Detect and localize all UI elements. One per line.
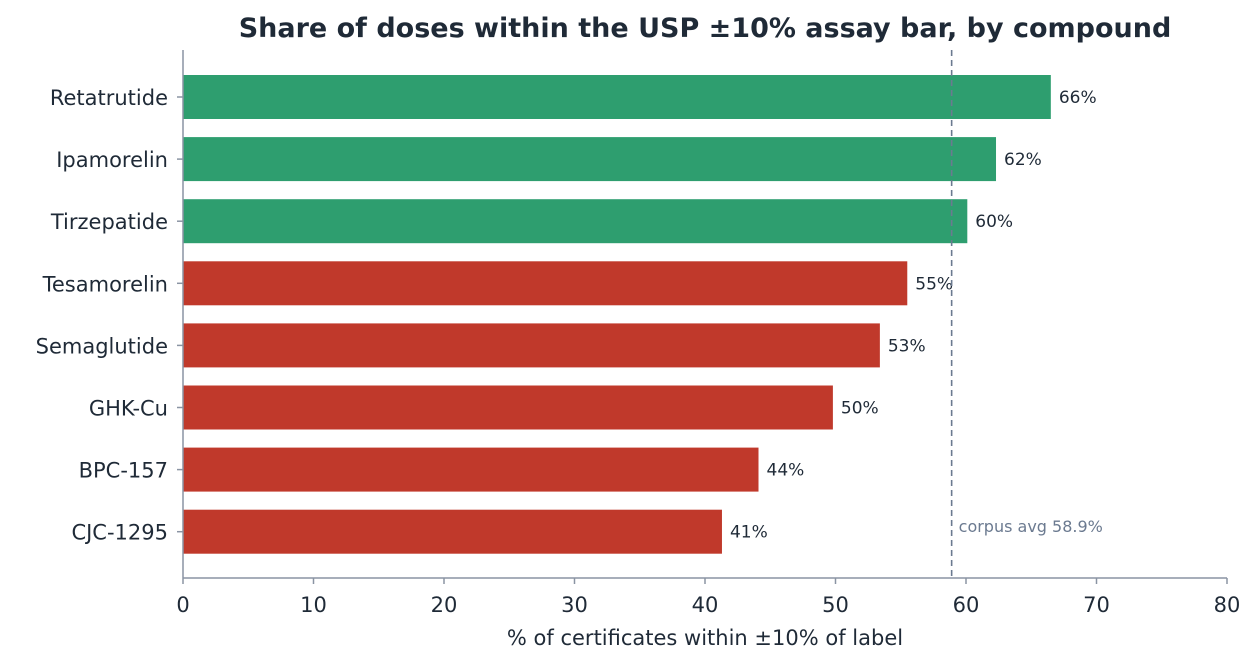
- category-label: Ipamorelin: [56, 148, 168, 172]
- category-label: BPC-157: [79, 459, 168, 483]
- bars-layer: 66% 62% 60% 55% 53% 50% 44% 41%: [183, 75, 1097, 554]
- x-tick-label: 70: [1083, 593, 1110, 617]
- bar-value-label: 55%: [915, 274, 953, 294]
- bar-retatrutide: [183, 75, 1051, 119]
- bar-ghk-cu: [183, 385, 833, 430]
- bar-ipamorelin: [183, 137, 997, 182]
- bar-value-label: 66%: [1059, 88, 1097, 108]
- category-labels-layer: Retatrutide Ipamorelin Tirzepatide Tesamore…: [36, 86, 183, 545]
- bar-value-label: 41%: [730, 523, 768, 543]
- category-label: CJC-1295: [71, 521, 168, 545]
- bar-semaglutide: [183, 323, 880, 368]
- category-label: Retatrutide: [50, 86, 168, 110]
- reference-line-layer: corpus avg 58.9%: [950, 50, 1103, 578]
- bar-tirzepatide: [183, 199, 968, 244]
- bar-tesamorelin: [183, 261, 908, 306]
- bar-value-label: 44%: [767, 461, 805, 481]
- axes-layer: [182, 50, 1227, 579]
- chart-title: Share of doses within the USP ±10% assay…: [239, 13, 1172, 44]
- bar-cjc-1295: [183, 509, 722, 554]
- x-tick-label: 60: [953, 593, 980, 617]
- x-tick-label: 10: [300, 593, 327, 617]
- category-label: Semaglutide: [36, 334, 168, 358]
- bar-value-label: 53%: [888, 336, 926, 356]
- x-tick-label: 80: [1214, 593, 1241, 617]
- corpus-average-label: corpus avg 58.9%: [959, 517, 1103, 536]
- x-tick-label: 20: [431, 593, 458, 617]
- bar-value-label: 62%: [1004, 150, 1042, 170]
- x-ticks-layer: 0 10 20 30 40 50 60 70 80: [176, 578, 1240, 617]
- x-tick-label: 40: [692, 593, 719, 617]
- category-label: GHK-Cu: [89, 397, 168, 421]
- bar-value-label: 60%: [975, 212, 1013, 232]
- bar-bpc-157: [183, 447, 759, 492]
- bar-value-label: 50%: [841, 399, 879, 419]
- x-tick-label: 0: [176, 593, 189, 617]
- x-tick-label: 50: [822, 593, 849, 617]
- x-tick-label: 30: [561, 593, 588, 617]
- x-axis-title: % of certificates within ±10% of label: [507, 626, 903, 650]
- category-label: Tirzepatide: [50, 210, 168, 234]
- category-label: Tesamorelin: [42, 272, 168, 296]
